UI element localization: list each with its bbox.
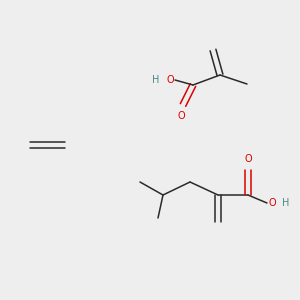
Text: O: O [244, 154, 252, 164]
Text: H: H [282, 198, 290, 208]
Text: O: O [268, 198, 276, 208]
Text: O: O [166, 75, 174, 85]
Text: H: H [152, 75, 160, 85]
Text: O: O [177, 111, 185, 121]
